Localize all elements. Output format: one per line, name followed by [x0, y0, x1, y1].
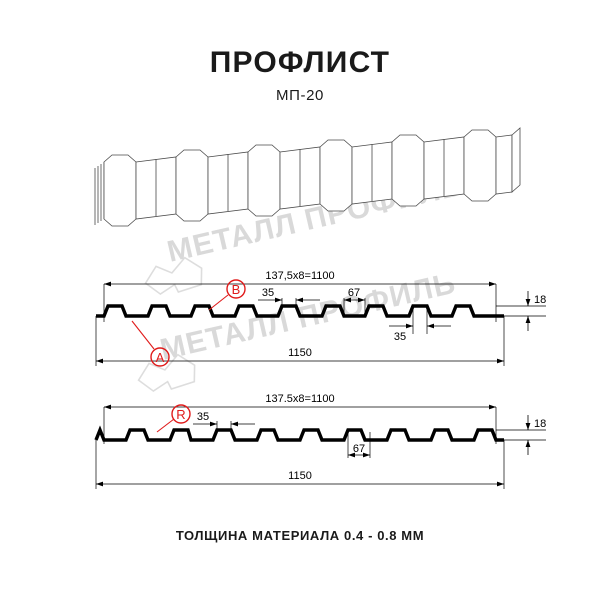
dim-label-overall-bottom-1: 1150 [288, 347, 312, 359]
dim-label-35-bottom-1: 35 [394, 331, 406, 343]
iso-fold-lines [155, 139, 445, 216]
dim-label-18-height-1: 18 [534, 294, 546, 306]
dim-18-height-2: 18 [496, 415, 546, 455]
dim-label-35-top-2: 35 [197, 411, 209, 423]
dim-overall-bottom-2: 1150 [95, 440, 505, 489]
metall-profil-logo [137, 353, 196, 393]
section-top-view: 137,5x8=1100 35 67 [95, 270, 546, 367]
material-thickness-note: ТОЛЩИНА МАТЕРИАЛА 0.4 - 0.8 ММ [175, 528, 425, 543]
product-code: МП-20 [276, 87, 324, 104]
balloon-r: R [156, 404, 191, 433]
metall-profil-logo [144, 256, 203, 296]
balloon-a-label: A [156, 350, 165, 365]
iso-left-edge [94, 162, 105, 225]
title-block: ПРОФЛИСТ МП-20 [0, 46, 600, 106]
dim-label-67-bottom-2: 67 [353, 443, 365, 455]
section-bottom-view: 137.5x8=1100 35 67 [94, 393, 546, 489]
dim-label-18-height-2: 18 [534, 418, 546, 430]
dim-overall-top-2: 137.5x8=1100 [103, 393, 497, 444]
dim-67-bottom-2: 67 [347, 432, 371, 458]
balloon-b: B [208, 279, 246, 311]
balloon-a: A [131, 320, 170, 367]
dim-label-overall-bottom-2: 1150 [288, 470, 312, 482]
balloon-r-label: R [176, 407, 185, 422]
dim-overall-top-1: 137,5x8=1100 [103, 270, 497, 322]
dim-label-overall-top-2: 137.5x8=1100 [265, 393, 334, 405]
dim-18-height-1: 18 [496, 291, 546, 331]
isometric-view [94, 127, 521, 227]
dim-35-bottom-1: 35 [389, 308, 451, 343]
dim-35-top-1: 35 [258, 287, 320, 308]
dim-67-top-1: 67 [343, 287, 366, 315]
watermark-section1: МЕТАЛЛ ПРОФИЛЬ [137, 267, 459, 393]
dim-label-35-top-1: 35 [262, 287, 274, 299]
profile-outline-bottom [94, 425, 504, 442]
dim-label-67-top-1: 67 [348, 287, 360, 299]
page-title: ПРОФЛИСТ [209, 46, 391, 79]
balloon-b-label: B [232, 282, 241, 297]
dim-overall-bottom-1: 1150 [95, 316, 505, 366]
dim-label-overall-top-1: 137,5x8=1100 [265, 270, 334, 282]
dim-35-top-2: 35 [193, 411, 255, 432]
